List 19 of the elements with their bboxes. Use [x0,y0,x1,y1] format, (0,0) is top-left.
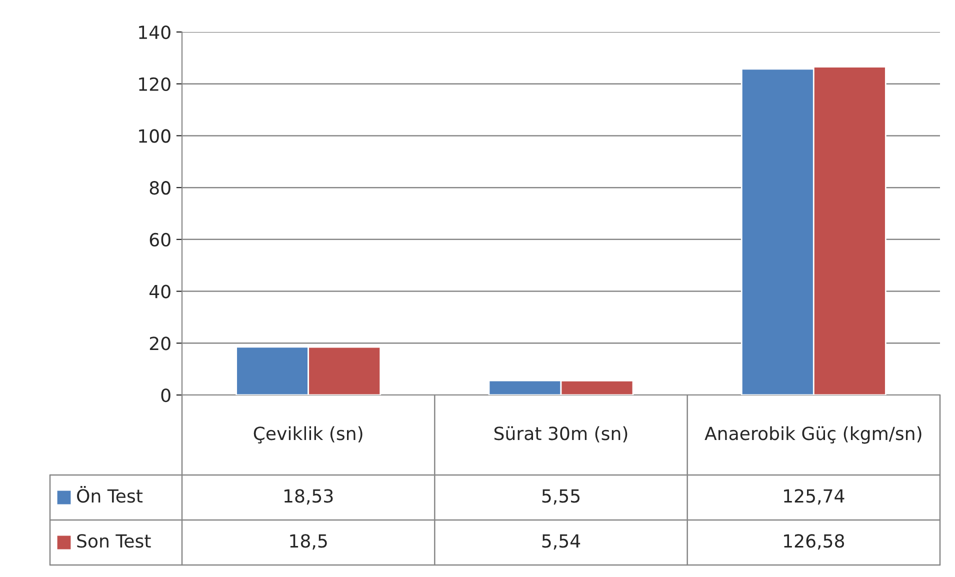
data-label: 125,74 [784,489,844,505]
y-tick-label: 100 [139,129,170,143]
y-tick-label: 60 [150,232,170,247]
y-tick-label: 80 [150,181,170,195]
legend-label: Son Test [77,534,151,548]
y-tick-label: 140 [139,25,170,40]
y-tick-label: 120 [139,77,170,91]
data-label: 5,54 [542,534,580,550]
x-tick-label: Çeviklik (sn) [254,426,362,444]
x-tick-label: Sürat 30m (sn) [494,426,628,442]
legend-label: Ön Test [77,486,143,503]
y-tick-label: 40 [149,284,170,298]
y-tick-label: 0 [161,388,170,402]
y-tick-label: 20 [150,336,170,350]
data-label: 18,5 [290,534,327,550]
x-tick-label: Anaerobik Güç (kgm/sn) [704,426,922,444]
data-label: 126,58 [784,534,844,550]
data-label: 5,55 [542,489,580,505]
data-label: 18,53 [284,489,333,505]
